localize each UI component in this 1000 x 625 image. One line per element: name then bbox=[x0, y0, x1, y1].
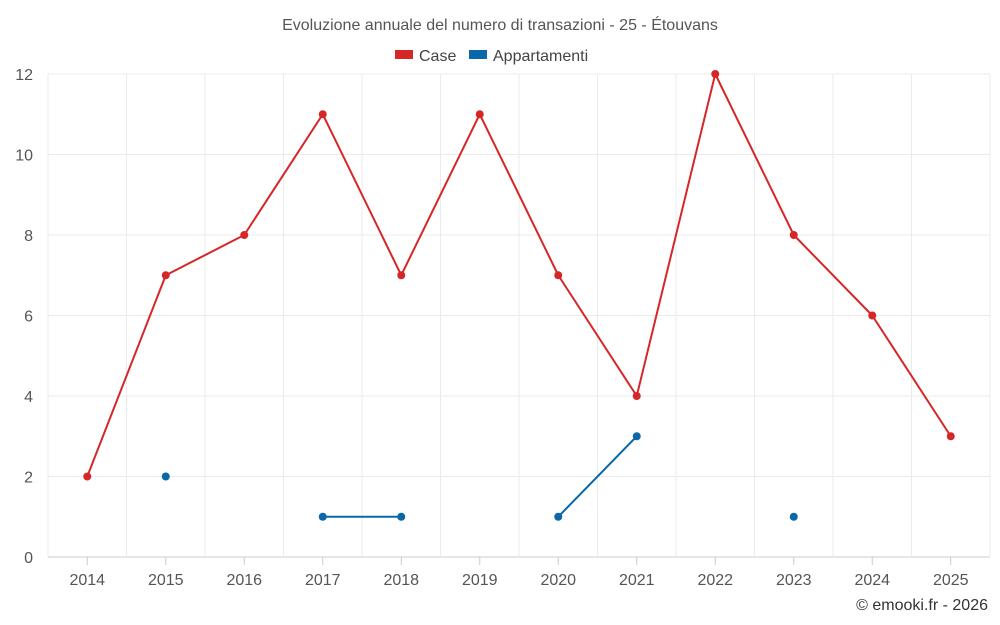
data-point-case-2022 bbox=[711, 70, 720, 78]
chart-title: Evoluzione annuale del numero di transaz… bbox=[282, 15, 718, 34]
data-point-case-2017 bbox=[318, 110, 327, 119]
data-point-case-2021 bbox=[632, 392, 641, 400]
y-tick-label: 4 bbox=[24, 389, 33, 406]
legend-label-case[interactable]: Case bbox=[419, 48, 456, 65]
legend-label-appartamenti[interactable]: Appartamenti bbox=[493, 48, 588, 65]
data-point-appartamenti-2018 bbox=[397, 512, 406, 521]
x-tick-label: 2022 bbox=[697, 572, 733, 589]
x-tick-label: 2016 bbox=[226, 572, 262, 589]
data-point-case-2019 bbox=[475, 110, 484, 119]
series-layer bbox=[83, 70, 955, 521]
series-case bbox=[83, 70, 955, 481]
x-tick-label: 2017 bbox=[305, 572, 341, 589]
x-tick-label: 2018 bbox=[383, 572, 419, 589]
legend: Case Appartamenti bbox=[395, 48, 588, 65]
x-tick-label: 2019 bbox=[462, 572, 498, 589]
x-tick-label: 2021 bbox=[619, 572, 655, 589]
y-tick-label: 10 bbox=[15, 148, 33, 165]
x-tick-label: 2025 bbox=[933, 572, 969, 589]
x-tick-label: 2023 bbox=[776, 572, 812, 589]
data-point-appartamenti-2023 bbox=[789, 512, 798, 521]
data-point-case-2015 bbox=[161, 271, 170, 280]
legend-swatch-case[interactable] bbox=[395, 50, 413, 59]
data-point-case-2020 bbox=[554, 271, 563, 280]
data-point-case-2023 bbox=[789, 231, 798, 239]
y-tick-label: 6 bbox=[24, 309, 33, 326]
x-axis: 2014 2015 2016 2017 2018 2019 2020 2021 2022 2023… bbox=[69, 557, 969, 589]
x-tick-label: 2014 bbox=[69, 572, 105, 589]
y-tick-label: 12 bbox=[15, 67, 33, 84]
series-appartamenti bbox=[161, 432, 798, 521]
y-axis: 0 2 4 6 8 10 12 bbox=[15, 67, 33, 567]
y-tick-label: 0 bbox=[24, 550, 33, 567]
data-point-case-2024 bbox=[868, 311, 877, 320]
data-point-case-2014 bbox=[83, 472, 92, 481]
data-point-case-2016 bbox=[240, 231, 249, 239]
data-point-appartamenti-2017 bbox=[318, 512, 327, 521]
series-line-appartamenti bbox=[557, 435, 638, 518]
data-point-appartamenti-2021 bbox=[632, 432, 641, 441]
x-tick-label: 2024 bbox=[854, 572, 890, 589]
x-tick-label: 2015 bbox=[148, 572, 184, 589]
data-point-case-2018 bbox=[397, 271, 406, 280]
series-line-case bbox=[86, 73, 952, 477]
data-point-case-2025 bbox=[946, 432, 955, 441]
grid bbox=[47, 73, 991, 558]
data-point-appartamenti-2020 bbox=[554, 512, 563, 521]
legend-swatch-appartamenti[interactable] bbox=[469, 50, 487, 59]
x-tick-label: 2020 bbox=[540, 572, 576, 589]
credit: © emooki.fr - 2026 bbox=[856, 597, 988, 614]
data-point-appartamenti-2015 bbox=[161, 472, 170, 481]
y-tick-label: 8 bbox=[24, 228, 33, 245]
y-tick-label: 2 bbox=[24, 470, 33, 487]
